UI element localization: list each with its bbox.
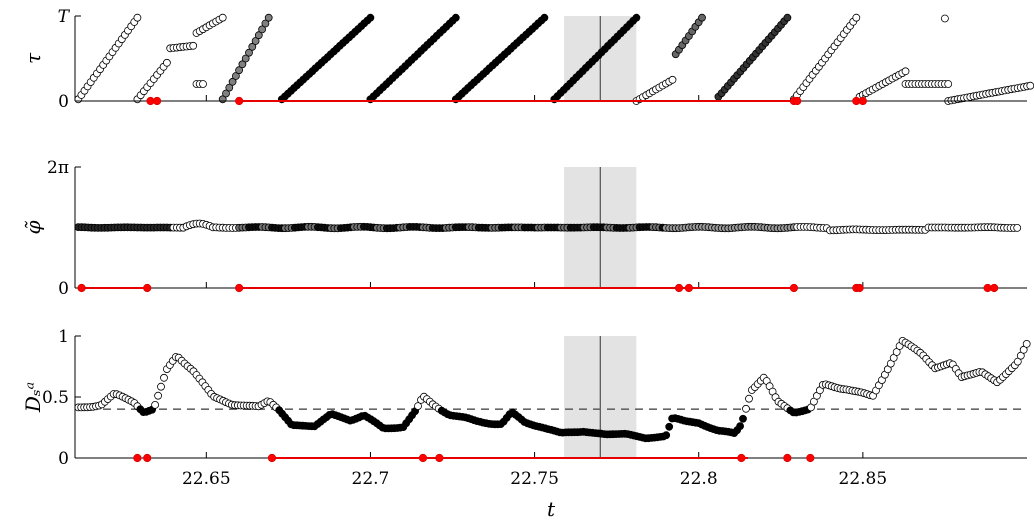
data-point [248, 42, 257, 51]
data-point [160, 373, 168, 382]
data-point [189, 41, 198, 50]
panel-2: 0 2π φ̃ [21, 158, 1027, 299]
data-point [1022, 339, 1031, 348]
data-point [261, 19, 270, 28]
data-point [154, 391, 163, 400]
data-point [1026, 81, 1034, 90]
data-point [451, 13, 460, 22]
data-point [133, 13, 142, 22]
data-point [157, 382, 165, 391]
data-point [632, 13, 641, 22]
data-point [199, 80, 207, 88]
red-marker [789, 283, 799, 293]
y-tick-label: T [58, 7, 71, 27]
data-point [151, 400, 160, 409]
data-point [251, 37, 260, 45]
red-marker [855, 283, 864, 293]
x-tick-label: 22.8 [680, 469, 718, 489]
data-point [366, 13, 375, 22]
data-point [668, 75, 677, 84]
red-marker [858, 96, 867, 106]
x-axis-label: t [547, 497, 556, 521]
data-point [264, 13, 273, 22]
data-point [901, 67, 910, 76]
y-tick-label: 0.5 [42, 388, 69, 408]
data-point [218, 13, 227, 22]
data-point [222, 89, 230, 98]
data-point [235, 66, 244, 75]
red-marker [737, 453, 746, 463]
data-point [944, 80, 953, 88]
data-point [1013, 223, 1022, 232]
data-point [745, 394, 753, 403]
data-point [739, 414, 747, 423]
y-tick-label: 0 [58, 92, 69, 112]
panel-3: 0 0.5 1 22.65 22.7 22.75 22.8 22.85 Dₛᵃ [21, 327, 1031, 489]
y-tick-label: 0 [58, 449, 69, 469]
red-marker [152, 96, 162, 106]
red-marker [806, 453, 815, 463]
data-point [540, 13, 549, 22]
y-tick-label: 1 [58, 327, 69, 347]
red-marker [143, 283, 152, 293]
y-tick-label: 2π [47, 158, 69, 178]
data-point [941, 14, 949, 23]
data-point [228, 77, 237, 86]
red-marker [783, 453, 792, 463]
data-point [783, 13, 792, 22]
data-point [742, 404, 750, 413]
red-marker [674, 283, 684, 293]
red-marker [133, 453, 142, 463]
data-point [225, 83, 234, 92]
panel-1: 0 Tτ [21, 7, 1034, 112]
panels-group: 0 Tτ 0 2π φ̃ 0 0.5 1 22.65 22.7 22.75 22.8 22.85 Dₛᵃ [21, 7, 1034, 489]
red-marker [435, 453, 444, 463]
red-marker [684, 283, 693, 293]
data-point [736, 422, 744, 431]
data-point [852, 13, 861, 22]
red-marker [267, 453, 277, 463]
red-marker [793, 96, 802, 106]
data-point [414, 402, 422, 411]
red-marker [418, 453, 428, 463]
x-tick-label: 22.7 [352, 469, 390, 489]
red-marker [77, 283, 86, 293]
y-axis-label: φ̃ [21, 220, 45, 234]
data-point [665, 422, 674, 431]
data-point [258, 25, 267, 34]
x-tick-label: 22.75 [510, 469, 559, 489]
y-tick-label: 0 [58, 279, 69, 299]
x-tick-label: 22.65 [182, 469, 231, 489]
data-point [698, 13, 706, 22]
red-marker [990, 283, 999, 293]
y-axis-label: Dₛᵃ [21, 382, 45, 413]
data-point [162, 58, 171, 67]
data-point [241, 54, 250, 63]
red-marker [143, 453, 152, 463]
data-point [662, 431, 671, 440]
data-point [245, 48, 253, 57]
data-point [254, 31, 263, 40]
red-marker [235, 96, 244, 106]
data-point [238, 60, 247, 69]
x-tick-label: 22.85 [839, 469, 888, 489]
data-point [231, 72, 240, 80]
y-axis-label: τ [21, 52, 45, 64]
red-marker [235, 283, 244, 293]
